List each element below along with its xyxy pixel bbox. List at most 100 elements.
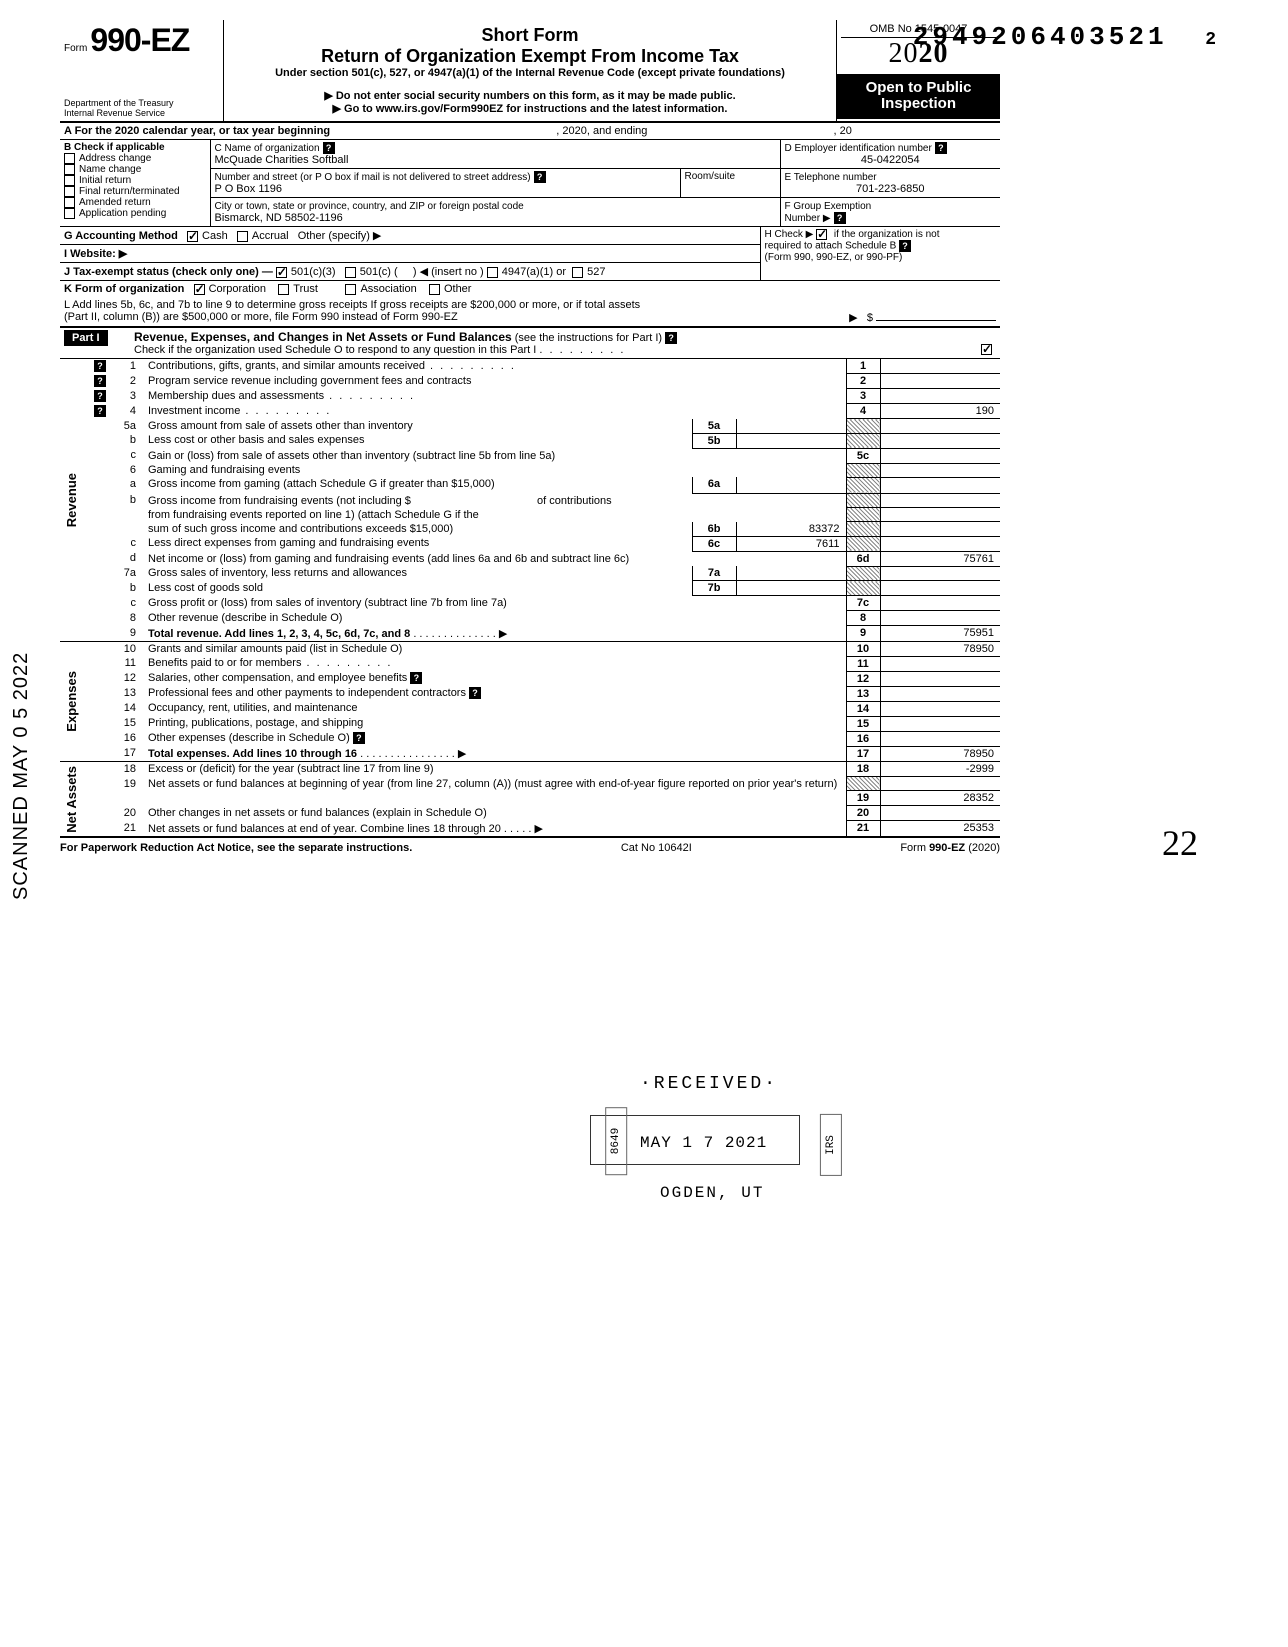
street-label: Number and street (or P O box if mail is… — [215, 172, 531, 183]
ein: 45-0422054 — [785, 154, 997, 166]
scanned-stamp: SCANNED MAY 0 5 2022 — [10, 652, 33, 900]
sec-j-label: J Tax-exempt status (check only one) — — [64, 266, 273, 278]
footer: For Paperwork Reduction Act Notice, see … — [60, 838, 1000, 854]
expenses-label: Expenses — [64, 671, 79, 732]
line-13-val — [880, 686, 1000, 701]
line-1-val — [880, 359, 1000, 374]
chk-schedule-o[interactable] — [981, 344, 992, 355]
line-5c-val — [880, 448, 1000, 463]
line-10-val: 78950 — [880, 641, 1000, 656]
line-5a-val — [736, 419, 846, 434]
chk-pending[interactable]: Application pending — [64, 208, 206, 219]
dln: 29492064035​21 2 — [913, 22, 1218, 52]
help-icon: ? — [410, 672, 422, 684]
sec-f-label: F Group Exemption — [785, 201, 872, 212]
line-7b-val — [736, 581, 846, 596]
help-icon: ? — [899, 240, 911, 252]
line-7c-val — [880, 596, 1000, 611]
room-label: Room/suite — [680, 168, 780, 197]
line-15-val — [880, 716, 1000, 731]
chk-accrual[interactable] — [237, 231, 248, 242]
part-1-title2: (see the instructions for Part I) — [515, 332, 662, 344]
title-short-form: Short Form — [228, 25, 832, 46]
sec-c-label: C Name of organization — [215, 143, 320, 154]
entity-block: B Check if applicable Address change Nam… — [60, 140, 1000, 227]
subtitle: Under section 501(c), 527, or 4947(a)(1)… — [228, 67, 832, 79]
sec-f-num: Number ▶ — [785, 213, 831, 224]
stamp-loc: OGDEN, UT — [640, 1180, 784, 1206]
help-icon: ? — [94, 405, 106, 417]
dln-trail: 2 — [1205, 30, 1218, 50]
sec-l-2: (Part II, column (B)) are $500,000 or mo… — [64, 311, 458, 323]
line-7a-val — [736, 566, 846, 581]
stamp-received: ·RECEIVED· — [620, 1070, 798, 1098]
street: P O Box 1196 — [215, 183, 282, 195]
line-17-val: 78950 — [880, 746, 1000, 762]
chk-name-change[interactable]: Name change — [64, 164, 206, 175]
part-1-sub: Check if the organization used Schedule … — [134, 344, 536, 356]
form-number: Form 990-EZ — [64, 22, 219, 59]
line-6b-val: 83372 — [736, 522, 846, 537]
line-6d-val: 75761 — [880, 551, 1000, 566]
footer-mid: Cat No 10642I — [621, 842, 692, 854]
line-6a-val — [736, 477, 846, 493]
help-icon: ? — [469, 687, 481, 699]
chk-initial-return[interactable]: Initial return — [64, 175, 206, 186]
stamp-right: IRS — [820, 1114, 842, 1176]
help-icon: ? — [834, 212, 846, 224]
dln-main: 29492064035​21 — [913, 22, 1168, 52]
help-icon: ? — [353, 732, 365, 744]
chk-4947[interactable] — [487, 267, 498, 278]
chk-amended[interactable]: Amended return — [64, 197, 206, 208]
line-14-val — [880, 701, 1000, 716]
sec-g-label: G Accounting Method — [64, 230, 178, 242]
phone: 701-223-6850 — [785, 183, 997, 195]
part-1-badge: Part I — [64, 330, 108, 346]
help-icon: ? — [665, 332, 677, 344]
footer-right: Form 990-EZ (2020) — [900, 842, 1000, 854]
chk-501c[interactable] — [345, 267, 356, 278]
part-1-title: Revenue, Expenses, and Changes in Net As… — [134, 330, 512, 344]
chk-other[interactable] — [429, 284, 440, 295]
chk-cash[interactable] — [187, 231, 198, 242]
chk-501c3[interactable] — [276, 267, 287, 278]
line-9-val: 75951 — [880, 626, 1000, 642]
line-5b-val — [736, 433, 846, 448]
chk-schedule-b[interactable] — [816, 229, 827, 240]
page-mark: 22 — [1162, 822, 1198, 864]
line-21-val: 25353 — [880, 821, 1000, 837]
sec-d-label: D Employer identification number — [785, 143, 932, 154]
part-1-lines: Revenue ? 1 Contributions, gifts, grants… — [60, 359, 1000, 838]
sec-l-1: L Add lines 5b, 6c, and 7b to line 9 to … — [64, 299, 640, 311]
form-header: Form 990-EZ Department of the Treasury I… — [60, 20, 1000, 123]
title-main: Return of Organization Exempt From Incom… — [228, 46, 832, 67]
org-name: McQuade Charities Softball — [215, 154, 349, 166]
sec-k-label: K Form of organization — [64, 283, 184, 295]
chk-trust[interactable] — [278, 284, 289, 295]
line-11-val — [880, 656, 1000, 671]
line-6c-val: 7611 — [736, 536, 846, 551]
chk-assoc[interactable] — [345, 284, 356, 295]
part-1-header: Part I Revenue, Expenses, and Changes in… — [60, 328, 1000, 359]
line-3-val — [880, 389, 1000, 404]
chk-527[interactable] — [572, 267, 583, 278]
line-16-val — [880, 731, 1000, 746]
help-icon: ? — [94, 390, 106, 402]
chk-address-change[interactable]: Address change — [64, 153, 206, 164]
line-19-val: 28352 — [880, 791, 1000, 806]
netassets-label: Net Assets — [64, 766, 79, 833]
sec-e-label: E Telephone number — [785, 172, 877, 183]
line-4-val: 190 — [880, 404, 1000, 419]
line-12-val — [880, 671, 1000, 686]
kl-block: K Form of organization Corporation Trust… — [60, 281, 1000, 328]
help-icon: ? — [534, 171, 546, 183]
chk-final-return[interactable]: Final return/terminated — [64, 186, 206, 197]
help-icon: ? — [323, 142, 335, 154]
open-inspection: Open to Public Inspection — [837, 74, 1000, 119]
footer-left: For Paperwork Reduction Act Notice, see … — [60, 842, 412, 854]
line-2-val — [880, 374, 1000, 389]
help-icon: ? — [94, 360, 106, 372]
chk-corp[interactable] — [194, 284, 205, 295]
note-url: Go to www.irs.gov/Form990EZ for instruct… — [333, 103, 728, 115]
section-a: A For the 2020 calendar year, or tax yea… — [60, 123, 1000, 140]
